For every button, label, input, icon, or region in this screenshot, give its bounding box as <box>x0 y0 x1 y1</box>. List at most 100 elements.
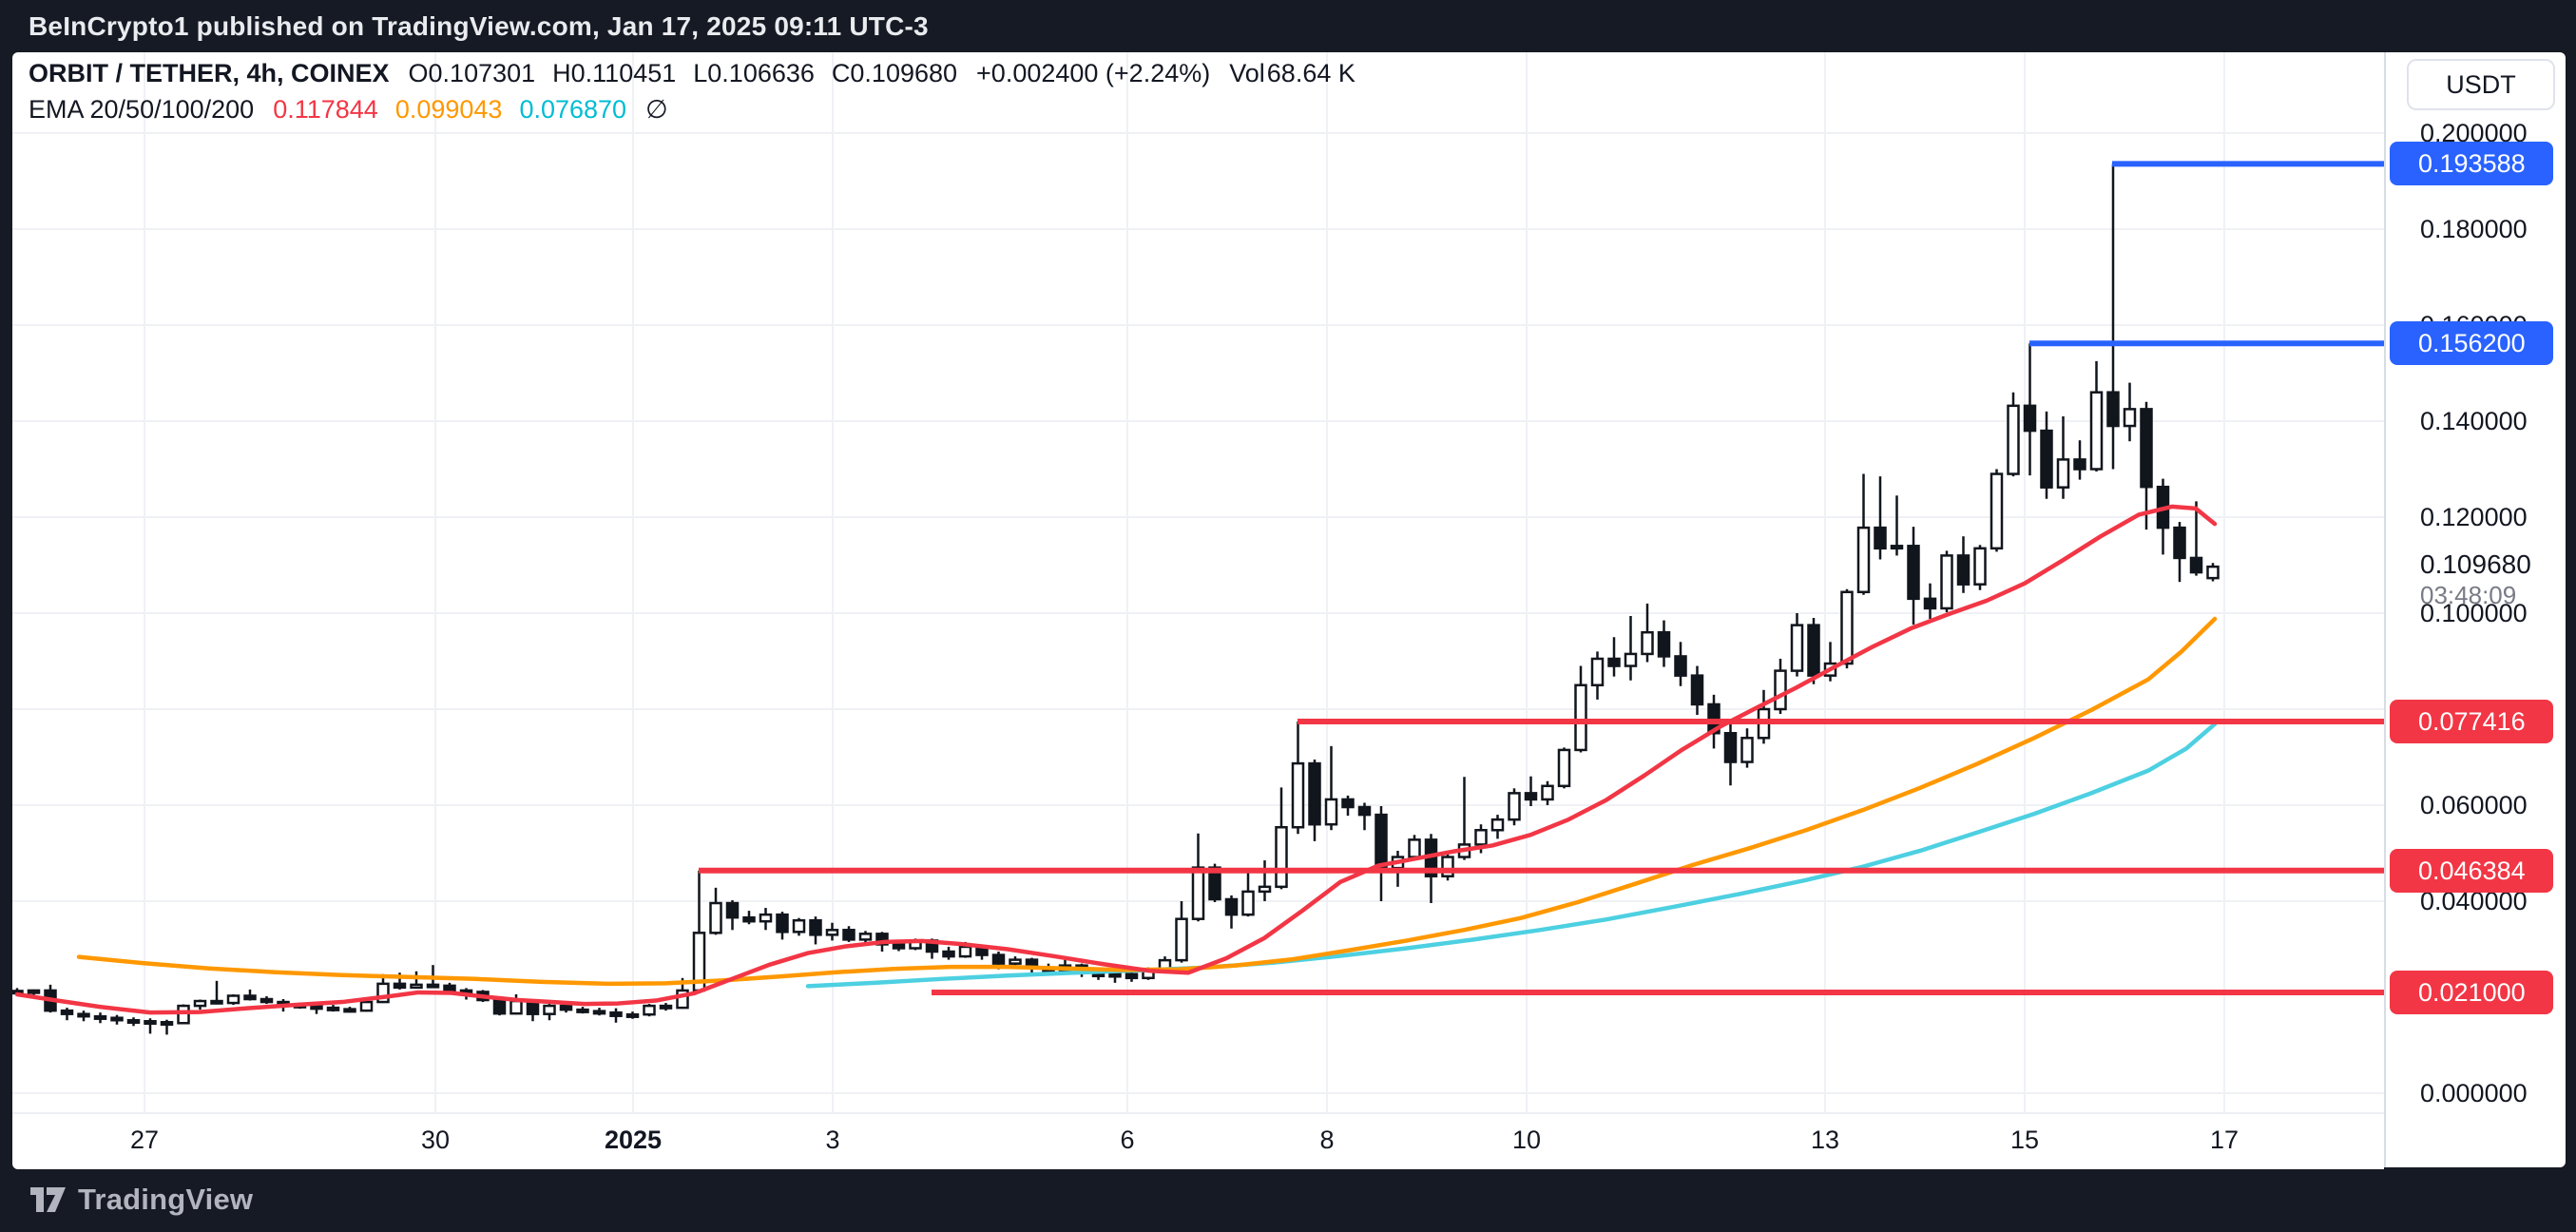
ema-line[interactable] <box>76 616 2218 987</box>
candle-up <box>1557 748 1571 788</box>
candle-down <box>1341 798 1355 809</box>
symbol-title[interactable]: ORBIT / TETHER, 4h, COINEX <box>29 59 390 87</box>
candle-down <box>991 953 1006 965</box>
ema-values: 0.117844 0.099043 0.076870 <box>273 95 626 125</box>
candle-up <box>359 1000 374 1012</box>
candle-down <box>559 1004 573 1011</box>
chart-legend: ORBIT / TETHER, 4h, COINEX O0.107301 H0.1… <box>29 59 1355 129</box>
candle-down <box>77 1012 90 1018</box>
time-axis[interactable]: 27 30 2025 3 6 8 10 13 15 17 <box>12 1112 2384 1169</box>
time-tick: 2025 <box>604 1126 663 1154</box>
candle-down <box>1907 545 1920 601</box>
quote-item: C0.109680 <box>831 59 958 87</box>
candle-down <box>592 1010 606 1015</box>
last-price-block: 0.109680 03:48:09 <box>2420 549 2531 610</box>
candle-down <box>742 915 756 923</box>
candle-down <box>1690 674 1704 706</box>
time-tick: 30 <box>420 1126 451 1154</box>
price-chart[interactable] <box>12 52 2384 1112</box>
candle-down <box>1874 526 1887 550</box>
candle-up <box>2007 404 2020 475</box>
candle-up <box>376 982 390 1004</box>
candle-up <box>177 1004 190 1025</box>
candle-down <box>2040 429 2053 489</box>
candle-down <box>1357 805 1372 817</box>
ema-title[interactable]: EMA 20/50/100/200 <box>29 95 255 124</box>
candle-up <box>1258 885 1272 894</box>
candle-down <box>426 983 440 989</box>
candle-down <box>1657 630 1671 658</box>
candle-up <box>2206 565 2220 580</box>
time-tick: 6 <box>1120 1126 1135 1154</box>
ema-value: 0.117844 <box>273 95 378 124</box>
price-label-badge[interactable]: 0.046384 <box>2390 848 2553 893</box>
ema-line[interactable] <box>14 504 2218 1015</box>
quote-item: L0.106636 <box>693 59 815 87</box>
price-tick: 0.180000 <box>2420 215 2528 243</box>
candle-up <box>1973 547 1987 586</box>
candle-down <box>725 901 740 919</box>
time-tick: 15 <box>2009 1126 2040 1154</box>
candle-up <box>1108 972 1122 978</box>
candle-down <box>326 1006 340 1011</box>
price-label-badge[interactable]: 0.156200 <box>2390 321 2553 366</box>
candle-up <box>2123 408 2137 428</box>
candle-up <box>509 999 523 1015</box>
candle-up <box>958 945 972 958</box>
currency-button[interactable]: USDT <box>2407 59 2555 110</box>
tradingview-wordmark[interactable]: TradingView <box>78 1183 254 1216</box>
candle-up <box>2089 391 2104 471</box>
candle-down <box>2106 391 2120 428</box>
price-label-badge[interactable]: 0.077416 <box>2390 700 2553 744</box>
candle-down <box>1308 761 1321 826</box>
time-tick: 17 <box>2209 1126 2240 1154</box>
candles-layer <box>12 164 2220 1035</box>
candle-down <box>1208 866 1221 901</box>
candle-up <box>226 994 240 1005</box>
tradingview-logo-icon[interactable] <box>29 1183 68 1217</box>
change-value: +0.002400 (+2.24%) <box>976 59 1211 87</box>
candle-up <box>1241 890 1255 916</box>
candle-down <box>892 943 906 950</box>
candle-up <box>625 1012 640 1018</box>
candle-down <box>1923 597 1937 610</box>
price-axis[interactable]: USDT 0.2000000.1800000.1600000.1400000.1… <box>2384 52 2566 1167</box>
candle-up <box>1508 792 1521 821</box>
candle-up <box>1990 472 2004 550</box>
candle-up <box>1590 657 1605 686</box>
candle-down <box>260 997 274 1004</box>
candle-up <box>410 983 423 990</box>
candle-down <box>1524 792 1538 801</box>
candle-up <box>1291 761 1305 829</box>
candle-down <box>942 950 955 958</box>
legend-ema-row: EMA 20/50/100/200 0.117844 0.099043 0.0768… <box>29 95 1355 129</box>
candle-down <box>126 1018 141 1024</box>
candle-up <box>1840 590 1854 665</box>
candle-down <box>2189 556 2203 574</box>
bar-countdown: 03:48:09 <box>2420 581 2517 610</box>
candle-up <box>2056 458 2070 489</box>
gridlines <box>12 52 2384 1112</box>
candle-down <box>1674 655 1687 677</box>
price-label-badge[interactable]: 0.193588 <box>2390 142 2553 186</box>
candle-up <box>1191 866 1205 920</box>
candle-down <box>243 994 257 1001</box>
candle-up <box>676 989 689 1010</box>
time-tick: 10 <box>1511 1126 1542 1154</box>
candle-up <box>1890 545 1904 550</box>
candle-up <box>792 918 806 934</box>
price-label-badge[interactable]: 0.021000 <box>2390 970 2553 1014</box>
footer-bar: TradingView <box>0 1167 2576 1232</box>
price-tick: 0.140000 <box>2420 407 2528 435</box>
candle-up <box>1856 526 1871 594</box>
candle-down <box>110 1016 124 1022</box>
ema-line[interactable] <box>805 722 2218 989</box>
candle-up <box>1474 829 1488 846</box>
candle-down <box>809 918 822 936</box>
candle-up <box>1574 683 1587 752</box>
candle-up <box>27 989 41 994</box>
attribution-text: BeInCrypto1 published on TradingView.com… <box>29 10 929 41</box>
ema-na-symbol: ∅ <box>645 95 668 124</box>
time-tick: 27 <box>129 1126 160 1154</box>
